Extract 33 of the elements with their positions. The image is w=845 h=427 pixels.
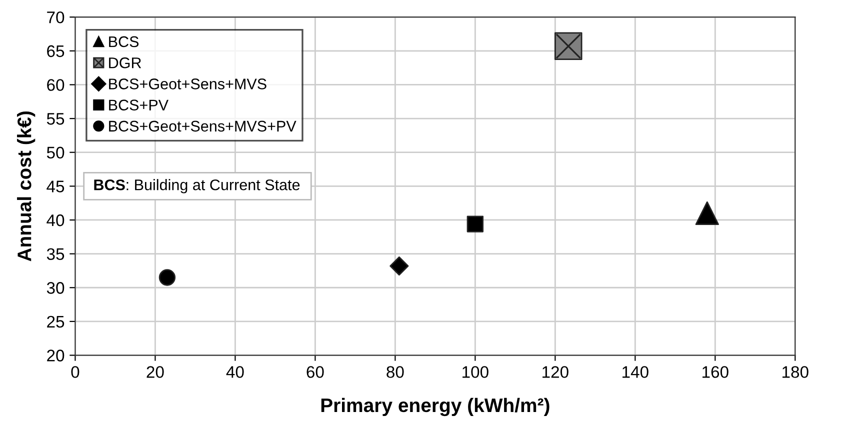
x-tick-label: 140 — [622, 366, 648, 378]
legend-label: DGR — [109, 57, 142, 68]
y-axis-title: Annual cost (k€) — [17, 112, 36, 262]
point — [390, 256, 409, 276]
point — [695, 201, 719, 226]
legend-label: BCS — [109, 36, 139, 48]
x-tick-label: 60 — [306, 366, 324, 378]
legend-label: BCS+PV — [109, 100, 168, 110]
x-tick-label: 180 — [782, 366, 808, 378]
legend-label: BCS+Geot+Sens+MVS — [109, 78, 266, 90]
x-tick-label: 120 — [542, 366, 568, 378]
y-tick-label: 65 — [47, 45, 64, 58]
x-tick-label: 80 — [386, 366, 404, 378]
y-tick-label: 55 — [46, 113, 64, 125]
y-tick-label: 20 — [47, 350, 64, 362]
y-tick-label: 30 — [46, 282, 64, 294]
y-tick-label: 70 — [47, 11, 64, 24]
y-tick-label: 50 — [46, 146, 64, 159]
x-tick-label: 20 — [146, 366, 164, 378]
point — [466, 216, 484, 232]
y-tick-label: 35 — [46, 248, 64, 260]
legend-label: BCS+Geot+Sens+MVS+PV — [109, 120, 296, 132]
y-tick-label: 40 — [46, 214, 64, 226]
point — [158, 269, 176, 286]
x-tick-label: 0 — [71, 366, 80, 378]
y-tick-label: 45 — [46, 180, 64, 192]
annotation: BCS: Building at Current State — [94, 179, 300, 194]
x-tick-label: 100 — [462, 366, 488, 378]
x-axis-title: Primary energy (kWh/m²) — [321, 398, 550, 416]
x-tick-label: 40 — [226, 366, 244, 378]
x-tick-label: 160 — [702, 366, 728, 378]
y-tick-label: 25 — [47, 316, 64, 328]
y-tick-label: 60 — [47, 79, 64, 91]
